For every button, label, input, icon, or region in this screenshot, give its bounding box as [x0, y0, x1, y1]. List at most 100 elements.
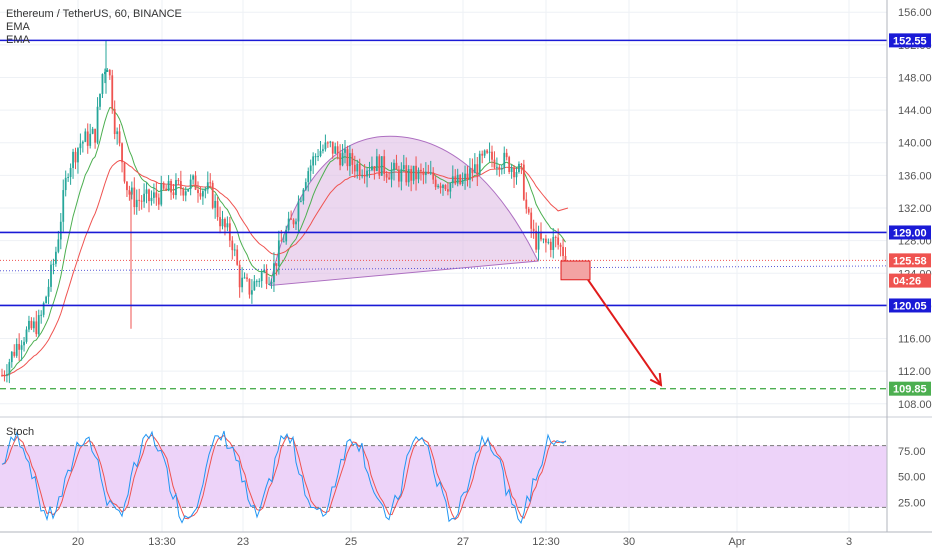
price-tick-label: 132.00 [898, 203, 932, 215]
stoch-tick-label: 50.00 [898, 472, 926, 484]
candle-body [155, 192, 158, 198]
candle-body [356, 163, 359, 172]
candle-body [86, 131, 89, 146]
candle-body [402, 165, 405, 169]
candle-body [532, 228, 535, 231]
candle-body [133, 187, 136, 208]
candle-body [219, 217, 221, 227]
ema-fast-label: EMA [6, 21, 30, 33]
candle-body [400, 168, 403, 182]
candle-body [153, 192, 155, 198]
candle-body [96, 106, 99, 143]
candle-body [344, 149, 346, 153]
candle-body [493, 159, 496, 168]
candle-body [290, 218, 292, 220]
horizontal-levels [0, 39, 888, 390]
candle-body [466, 173, 469, 180]
candle-body [326, 142, 329, 144]
candle-body [349, 153, 351, 167]
candle-body [77, 148, 79, 163]
price-tick-label: 156.00 [898, 7, 932, 19]
candle-body [549, 241, 552, 250]
level-label: 152.55 [893, 35, 927, 47]
candle-body [420, 169, 422, 172]
price-marker-label-bg [889, 273, 931, 288]
candle-body [473, 164, 476, 174]
candle-body [241, 277, 243, 288]
candle-body [52, 263, 55, 265]
candle-body [23, 341, 25, 346]
candle-body [280, 240, 283, 242]
candle-body [331, 141, 334, 154]
candle-body [184, 191, 187, 196]
candle-body [89, 133, 92, 146]
candle-body [113, 109, 116, 135]
candle-body [116, 131, 119, 135]
candle-body [138, 199, 141, 201]
level-label-bg [889, 225, 931, 240]
candle-body [488, 151, 491, 153]
candle-body [388, 177, 390, 180]
candle-body [432, 172, 435, 180]
candle-body [451, 176, 454, 184]
candle-body [498, 166, 501, 170]
candle-body [150, 197, 153, 202]
candle-body [554, 236, 557, 238]
candle-body [45, 296, 47, 304]
candle-body [314, 156, 317, 158]
level-label: 120.05 [893, 300, 927, 312]
level-label: 109.85 [893, 384, 927, 396]
stoch-band [0, 445, 887, 508]
candle-body [211, 182, 214, 208]
candle-body [121, 143, 123, 163]
candle-body [447, 189, 449, 192]
trend-line [0, 265, 888, 272]
candle-body [148, 189, 150, 202]
candle-body [437, 185, 439, 188]
candle-body [233, 249, 236, 251]
candle-body [351, 153, 354, 165]
stoch-pane [0, 416, 932, 524]
candle-body [15, 343, 18, 356]
candle-body [503, 152, 506, 169]
candle-body [297, 201, 300, 222]
rounding-top-pattern [269, 135, 539, 287]
candle-body [410, 169, 413, 181]
candle-body [302, 189, 305, 201]
arrow-line [587, 279, 662, 386]
candle-body [194, 175, 197, 190]
stoch-tick-label: 25.00 [898, 497, 926, 509]
candle-body [30, 320, 33, 329]
candle-body [545, 238, 547, 243]
candle-body [398, 169, 400, 182]
candle-body [380, 156, 383, 176]
candle-body [3, 375, 6, 377]
candle-body [373, 166, 376, 172]
candle-body [525, 199, 528, 209]
candle-body [47, 286, 50, 297]
time-axis: 20 13:30 23 25 27 12:30 30 Apr 3 [0, 531, 932, 548]
target-box [560, 260, 591, 281]
price-tick-label: 148.00 [898, 72, 932, 84]
candle-body [520, 163, 523, 165]
candle-body [236, 249, 239, 265]
candle-body [64, 177, 67, 191]
candle-body [202, 191, 204, 197]
candle-body [300, 200, 302, 202]
candle-body [557, 237, 560, 245]
candle-body [500, 168, 503, 170]
candle-body [412, 165, 415, 181]
candle-body [84, 131, 87, 142]
time-tick-label: 23 [237, 536, 249, 548]
ema-slow-label: EMA [6, 34, 30, 46]
candle-body [197, 189, 199, 194]
candle-body [265, 269, 268, 284]
candle-body [55, 251, 57, 264]
price-tick-label: 108.00 [898, 399, 932, 411]
candle-body [224, 218, 226, 228]
time-tick-label: 25 [345, 536, 357, 548]
candle-body [238, 264, 241, 288]
candle-body [478, 153, 481, 175]
